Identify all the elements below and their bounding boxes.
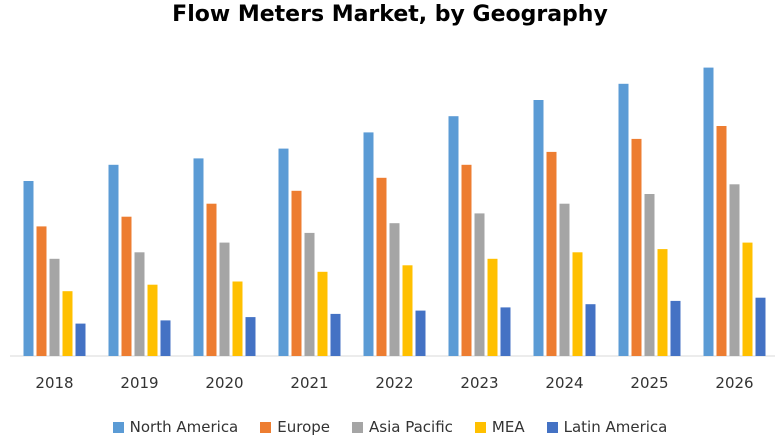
bar-latin-america-2025 bbox=[670, 300, 681, 356]
legend-label: MEA bbox=[491, 418, 525, 436]
x-tick-label: 2024 bbox=[545, 374, 583, 392]
bar-latin-america-2018 bbox=[75, 323, 86, 356]
bar-europe-2018 bbox=[36, 226, 47, 356]
bar-north-america-2026 bbox=[703, 67, 714, 356]
legend-label: Asia Pacific bbox=[369, 418, 453, 436]
legend-swatch bbox=[352, 421, 364, 433]
legend-swatch bbox=[546, 421, 558, 433]
bar-north-america-2025 bbox=[618, 83, 629, 357]
chart-legend: North America Europe Asia Pacific MEA Latin … bbox=[0, 416, 780, 438]
bar-asia-pacific-2021 bbox=[304, 232, 315, 356]
bar-mea-2018 bbox=[62, 291, 73, 356]
legend-item-latin-america: Latin America bbox=[546, 418, 668, 436]
legend-swatch bbox=[112, 421, 124, 433]
chart-title: Flow Meters Market, by Geography bbox=[172, 2, 608, 27]
x-tick-label: 2025 bbox=[630, 374, 668, 392]
bar-europe-2024 bbox=[546, 151, 557, 356]
x-tick-label: 2022 bbox=[375, 374, 413, 392]
legend-item-mea: MEA bbox=[474, 418, 525, 436]
x-tick-label: 2019 bbox=[120, 374, 158, 392]
legend-label: Latin America bbox=[563, 418, 668, 436]
bar-mea-2021 bbox=[317, 271, 328, 356]
bar-mea-2024 bbox=[572, 252, 583, 356]
bar-europe-2022 bbox=[376, 177, 387, 356]
legend-item-europe: Europe bbox=[260, 418, 330, 436]
legend-label: Europe bbox=[277, 418, 331, 436]
x-tick-label: 2018 bbox=[35, 374, 73, 392]
bar-asia-pacific-2020 bbox=[219, 242, 230, 356]
legend-swatch bbox=[474, 421, 486, 433]
bar-latin-america-2019 bbox=[160, 320, 171, 356]
bar-north-america-2024 bbox=[533, 100, 544, 356]
bar-asia-pacific-2018 bbox=[49, 258, 60, 356]
x-tick-label: 2021 bbox=[290, 374, 328, 392]
bar-north-america-2020 bbox=[193, 158, 204, 356]
bar-north-america-2018 bbox=[23, 181, 34, 356]
bar-asia-pacific-2019 bbox=[134, 252, 145, 356]
bar-latin-america-2022 bbox=[415, 310, 426, 356]
bar-europe-2026 bbox=[716, 126, 727, 356]
bar-latin-america-2020 bbox=[245, 317, 256, 356]
bar-asia-pacific-2025 bbox=[644, 194, 655, 356]
bar-europe-2021 bbox=[291, 190, 302, 356]
x-tick-label: 2020 bbox=[205, 374, 243, 392]
bar-latin-america-2026 bbox=[755, 297, 766, 356]
bar-latin-america-2021 bbox=[330, 313, 341, 356]
legend-label: North America bbox=[129, 418, 239, 436]
bar-mea-2020 bbox=[232, 281, 243, 356]
legend-swatch bbox=[260, 421, 272, 433]
bar-europe-2023 bbox=[461, 164, 472, 356]
bar-asia-pacific-2022 bbox=[389, 223, 400, 356]
bar-asia-pacific-2024 bbox=[559, 203, 570, 356]
bar-europe-2019 bbox=[121, 216, 132, 356]
bar-latin-america-2024 bbox=[585, 304, 596, 356]
bar-north-america-2021 bbox=[278, 148, 289, 356]
x-tick-label: 2023 bbox=[460, 374, 498, 392]
x-tick-label: 2026 bbox=[715, 374, 753, 392]
bar-asia-pacific-2023 bbox=[474, 213, 485, 356]
bar-mea-2019 bbox=[147, 284, 158, 356]
bar-asia-pacific-2026 bbox=[729, 184, 740, 356]
bar-mea-2025 bbox=[657, 249, 668, 356]
bar-series-group bbox=[23, 67, 766, 357]
bar-mea-2023 bbox=[487, 258, 498, 356]
bar-mea-2026 bbox=[742, 242, 753, 356]
bar-north-america-2022 bbox=[363, 132, 374, 356]
bar-mea-2022 bbox=[402, 265, 413, 356]
bar-europe-2025 bbox=[631, 138, 642, 356]
bar-europe-2020 bbox=[206, 203, 217, 356]
legend-item-north-america: North America bbox=[112, 418, 239, 436]
x-tick-labels: 2018 2019 2020 2021 2022 2023 2024 2025 2026 bbox=[35, 374, 753, 392]
legend-item-asia-pacific: Asia Pacific bbox=[352, 418, 453, 436]
bar-north-america-2023 bbox=[448, 116, 459, 356]
bar-latin-america-2023 bbox=[500, 307, 511, 356]
bar-north-america-2019 bbox=[108, 164, 119, 356]
